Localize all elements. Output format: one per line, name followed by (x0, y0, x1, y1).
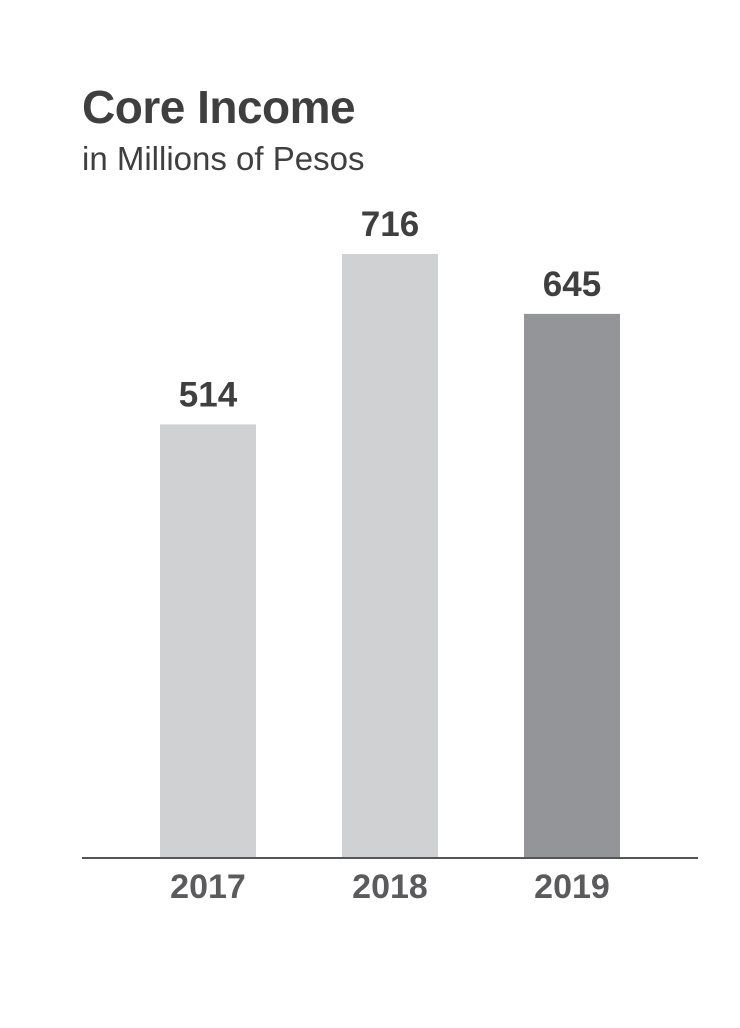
value-label-2018: 716 (361, 205, 419, 244)
x-tick-label-2019: 2019 (534, 868, 610, 906)
value-labels-group: 514 716 645 (179, 205, 601, 414)
bar-2019 (524, 313, 620, 858)
bar-2018 (342, 254, 438, 858)
bar-2017 (160, 424, 256, 858)
x-tick-label-2017: 2017 (170, 868, 246, 906)
chart-title: Core Income (82, 81, 356, 133)
x-tick-labels-group: 2017 2018 2019 (170, 868, 610, 906)
chart-subtitle: in Millions of Pesos (82, 140, 365, 177)
bars-group (160, 254, 620, 858)
x-tick-label-2018: 2018 (352, 868, 428, 906)
value-label-2019: 645 (543, 265, 601, 304)
value-label-2017: 514 (179, 375, 238, 414)
